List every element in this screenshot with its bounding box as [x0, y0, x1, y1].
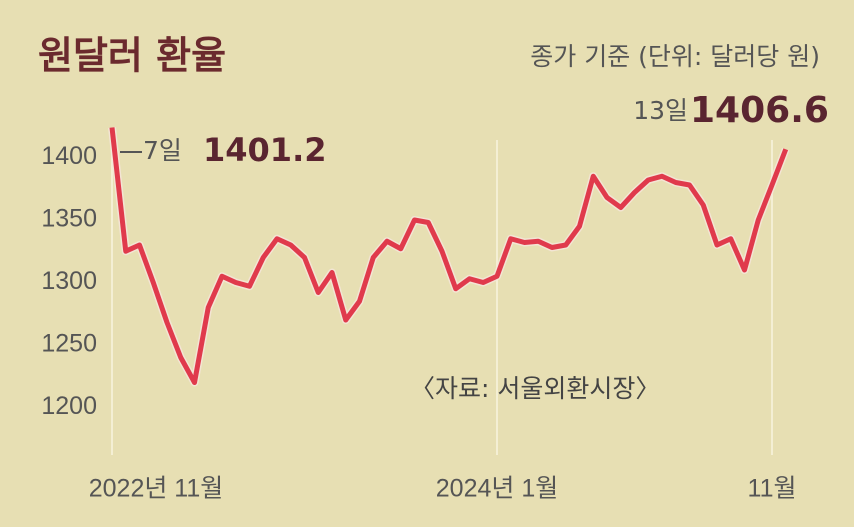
x-tick-label: 2024년 1월	[436, 475, 558, 503]
annotation-value: 1406.6	[690, 90, 829, 131]
line	[109, 127, 789, 385]
y-tick-label: 1300	[41, 267, 97, 295]
annotation-value: 1401.2	[203, 131, 326, 169]
y-tick-label: 1350	[41, 205, 97, 233]
chart-subtitle: 종가 기준 (단위: 달러당 원)	[530, 42, 820, 71]
annotation-label: 7일	[143, 136, 182, 165]
annotation-label: 13일	[633, 96, 688, 125]
x-tick-label: 11월	[748, 475, 797, 503]
source: 〈자료: 서울외환시장〉	[410, 374, 660, 403]
x-tick-label: 2022년 11월	[89, 475, 224, 503]
chart-title: 원달러 환율	[38, 34, 226, 78]
y-tick-label: 1400	[41, 142, 97, 170]
y-tick-label: 1250	[41, 330, 97, 358]
y-tick-label: 1200	[41, 392, 97, 420]
